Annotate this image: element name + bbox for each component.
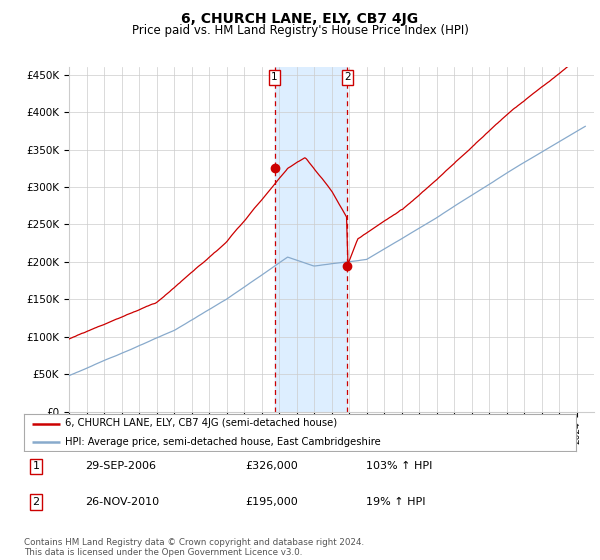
Text: Contains HM Land Registry data © Crown copyright and database right 2024.
This d: Contains HM Land Registry data © Crown c… xyxy=(24,538,364,557)
Text: HPI: Average price, semi-detached house, East Cambridgeshire: HPI: Average price, semi-detached house,… xyxy=(65,437,381,447)
Text: Price paid vs. HM Land Registry's House Price Index (HPI): Price paid vs. HM Land Registry's House … xyxy=(131,24,469,37)
Text: £326,000: £326,000 xyxy=(245,461,298,472)
Text: 6, CHURCH LANE, ELY, CB7 4JG (semi-detached house): 6, CHURCH LANE, ELY, CB7 4JG (semi-detac… xyxy=(65,418,338,428)
Text: 1: 1 xyxy=(271,72,278,82)
Text: 29-SEP-2006: 29-SEP-2006 xyxy=(85,461,156,472)
Bar xyxy=(275,67,347,412)
Text: 26-NOV-2010: 26-NOV-2010 xyxy=(85,497,159,507)
Text: 6, CHURCH LANE, ELY, CB7 4JG: 6, CHURCH LANE, ELY, CB7 4JG xyxy=(181,12,419,26)
Text: 1: 1 xyxy=(32,461,40,472)
Text: 2: 2 xyxy=(344,72,350,82)
Text: 103% ↑ HPI: 103% ↑ HPI xyxy=(366,461,433,472)
Text: 2: 2 xyxy=(32,497,40,507)
Text: £195,000: £195,000 xyxy=(245,497,298,507)
Text: 19% ↑ HPI: 19% ↑ HPI xyxy=(366,497,426,507)
